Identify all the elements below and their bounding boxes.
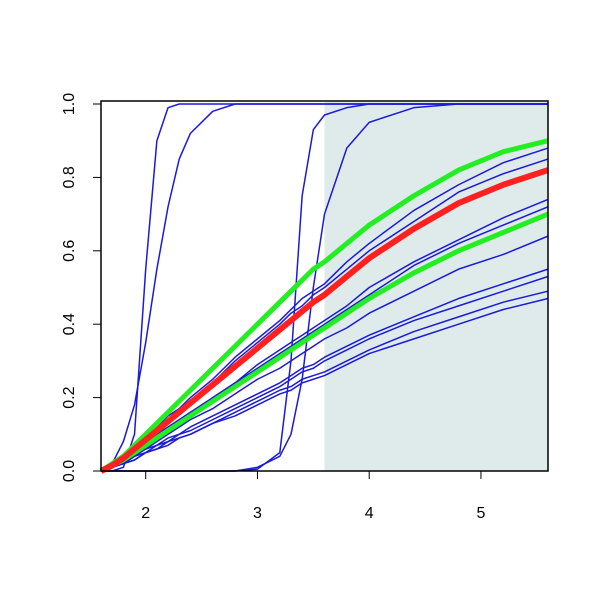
series-line	[99, 211, 549, 474]
plot-frame	[100, 100, 549, 472]
series-line	[100, 297, 549, 472]
x-tick-label: 3	[253, 505, 262, 522]
series-line	[100, 275, 549, 472]
series-line	[100, 268, 549, 472]
series-line	[99, 138, 549, 474]
shaded-region	[324, 102, 548, 471]
x-tick-label: 4	[365, 505, 374, 522]
y-tick-label: 1.0	[61, 93, 78, 115]
series-line	[99, 167, 549, 474]
x-tick-label: 5	[476, 505, 485, 522]
y-tick-label: 0.4	[61, 313, 78, 335]
y-tick-label: 0.6	[61, 240, 78, 262]
y-tick-label: 0.8	[61, 166, 78, 188]
x-tick-label: 2	[141, 505, 150, 522]
y-tick-label: 0.2	[61, 386, 78, 408]
y-tick-label: 0.0	[61, 460, 78, 482]
